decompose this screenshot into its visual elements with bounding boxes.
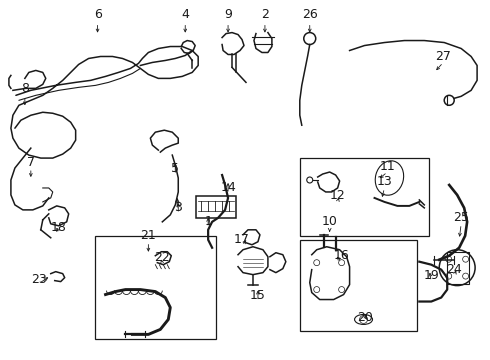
Text: 11: 11 [380,159,395,172]
Text: 1: 1 [204,215,212,228]
Text: 9: 9 [224,8,232,21]
Text: 25: 25 [453,211,469,224]
Text: 19: 19 [423,269,439,282]
Text: 24: 24 [446,263,462,276]
Bar [95,236,216,339]
Bar [300,240,417,332]
Text: 26: 26 [302,8,318,21]
Text: 12: 12 [330,189,345,202]
Bar [447,252,469,284]
Text: 7: 7 [27,156,35,168]
Text: 13: 13 [377,175,392,189]
Text: 16: 16 [334,249,349,262]
Text: 5: 5 [172,162,179,175]
Text: 21: 21 [141,229,156,242]
Text: 14: 14 [220,181,236,194]
Bar [300,158,429,236]
Text: 15: 15 [250,289,266,302]
Text: 4: 4 [181,8,189,21]
Text: 20: 20 [358,311,373,324]
Text: 17: 17 [234,233,250,246]
Bar [196,196,236,218]
Text: 3: 3 [174,201,182,215]
Text: 23: 23 [31,273,47,286]
Text: 6: 6 [94,8,101,21]
Text: 8: 8 [21,82,29,95]
Text: 22: 22 [154,251,170,264]
Text: 27: 27 [435,50,451,63]
Text: 2: 2 [261,8,269,21]
Text: 18: 18 [51,221,67,234]
Text: 10: 10 [322,215,338,228]
